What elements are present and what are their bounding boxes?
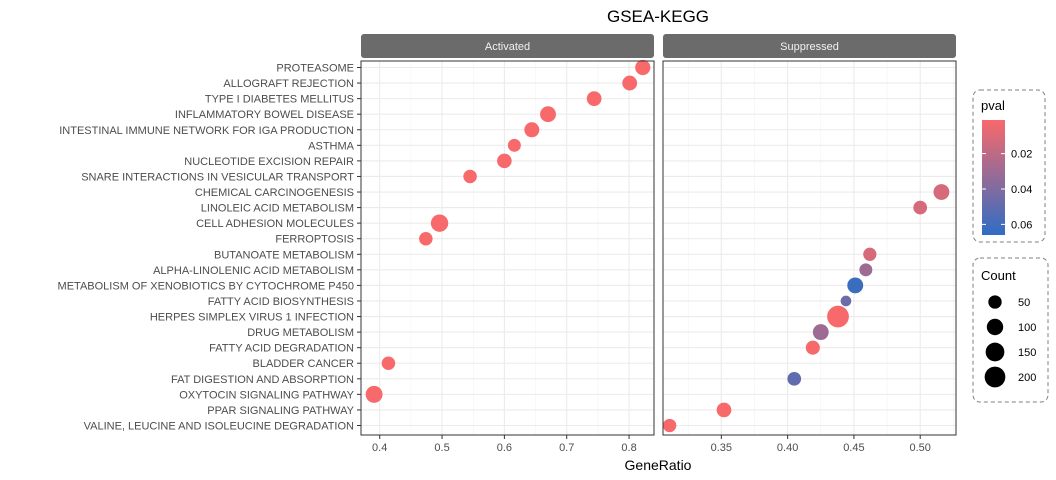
strip-suppressed: [663, 34, 956, 58]
category-label: BUTANOATE METABOLISM: [214, 249, 354, 261]
x-tick-label: 0.6: [497, 442, 512, 454]
count-legend-title: Count: [981, 268, 1016, 283]
pval-legend: pval 0.02 0.04 0.06: [972, 89, 1046, 243]
category-label: PPAR SIGNALING PATHWAY: [207, 405, 354, 417]
x-axis-label: GeneRatio: [625, 457, 692, 473]
strip-activated: [361, 34, 654, 58]
pval-legend-title: pval: [981, 98, 1005, 113]
panel-border-activated: [360, 60, 655, 436]
point-inflammatory-bowel-disease: [540, 106, 556, 123]
category-label: TYPE I DIABETES MELLITUS: [205, 94, 354, 106]
category-label: DRUG METABOLISM: [247, 327, 354, 339]
point-oxytocin-signaling-pathway: [365, 385, 383, 403]
point-linoleic-acid-metabolism: [913, 200, 928, 215]
x-tick-label: 0.40: [777, 442, 798, 454]
point-intestinal-immune-network-for-iga-production: [524, 122, 540, 138]
category-label: VALINE, LEUCINE AND ISOLEUCINE DEGRADATI…: [84, 421, 354, 433]
point-allograft-rejection: [622, 75, 638, 91]
x-tick-label: 0.45: [843, 442, 864, 454]
count-legend-label: 100: [1018, 322, 1036, 334]
category-label: BLADDER CANCER: [253, 358, 355, 370]
point-alpha-linolenic-acid-metabolism: [859, 263, 873, 277]
point-ferroptosis: [419, 231, 433, 246]
category-label: SNARE INTERACTIONS IN VESICULAR TRANSPOR…: [81, 171, 354, 183]
strip-label-suppressed: Suppressed: [780, 41, 839, 53]
panel-background-activated: [361, 61, 654, 435]
panel-activated: Activated 0.4 0.5 0.6 0.7 0.8: [360, 34, 655, 454]
x-tick-label: 0.35: [711, 442, 732, 454]
count-legend-label: 200: [1018, 372, 1036, 384]
category-label: FATTY ACID BIOSYNTHESIS: [208, 296, 354, 308]
point-fatty-acid-degradation: [805, 340, 820, 355]
category-label: NUCLEOTIDE EXCISION REPAIR: [184, 156, 354, 168]
category-label: FATTY ACID DEGRADATION: [209, 343, 354, 355]
pval-ticks: 0.02 0.04 0.06: [982, 149, 1032, 231]
category-label: FAT DIGESTION AND ABSORPTION: [171, 374, 354, 386]
strip-label-activated: Activated: [485, 41, 530, 53]
panel-border-suppressed: [662, 60, 957, 436]
point-proteasome: [635, 59, 651, 76]
category-label: ASTHMA: [308, 140, 355, 152]
point-asthma: [507, 138, 521, 152]
count-legend-dot: [986, 318, 1004, 336]
count-legend: Count 50 100 150 200: [972, 257, 1049, 403]
point-metabolism-of-xenobiotics-by-cytochrome-p450: [847, 277, 864, 294]
panel-suppressed: Suppressed 0.35 0.40 0.45 0.50: [662, 34, 957, 454]
count-legend-box: [972, 257, 1049, 403]
category-labels: PROTEASOME ALLOGRAFT REJECTION TYPE I DIAB…: [58, 63, 361, 433]
category-label: INTESTINAL IMMUNE NETWORK FOR IGA PRODUC…: [59, 125, 354, 137]
count-legend-label: 50: [1018, 297, 1030, 309]
category-label: PROTEASOME: [276, 63, 354, 75]
category-label: FERROPTOSIS: [275, 234, 354, 246]
category-label: METABOLISM OF XENOBIOTICS BY CYTOCHROME …: [58, 280, 354, 292]
category-label: LINOLEIC ACID METABOLISM: [201, 203, 354, 215]
x-tick-label: 0.8: [621, 442, 636, 454]
category-label: CELL ADHESION MOLECULES: [196, 218, 354, 230]
point-nucleotide-excision-repair: [497, 153, 512, 169]
point-herpes-simplex-virus-1-infection: [827, 305, 849, 328]
count-legend-dot: [984, 366, 1006, 388]
chart-title: GSEA-KEGG: [607, 7, 709, 26]
count-legend-dot: [988, 295, 1002, 309]
x-tick-label: 0.4: [372, 442, 387, 454]
category-label: ALLOGRAFT REJECTION: [223, 78, 354, 90]
point-bladder-cancer: [381, 356, 396, 370]
category-label: INFLAMMATORY BOWEL DISEASE: [175, 109, 354, 121]
point-drug-metabolism: [812, 324, 829, 341]
count-legend-label: 150: [1018, 347, 1036, 359]
pval-tick-label: 0.06: [1011, 219, 1032, 231]
point-valine-leucine-and-isoleucine-degradation: [662, 418, 677, 433]
count-items: 50 100 150 200: [984, 295, 1036, 388]
point-cell-adhesion-molecules: [430, 214, 449, 232]
pval-tick-label: 0.02: [1011, 149, 1032, 161]
category-label: HERPES SIMPLEX VIRUS 1 INFECTION: [150, 312, 354, 324]
pval-colorbar: [982, 120, 1005, 235]
category-label: CHEMICAL CARCINOGENESIS: [195, 187, 354, 199]
point-butanoate-metabolism: [863, 247, 877, 261]
panel-background-suppressed: [663, 61, 956, 435]
point-fatty-acid-biosynthesis: [840, 295, 852, 307]
category-label: OXYTOCIN SIGNALING PATHWAY: [179, 389, 354, 401]
point-chemical-carcinogenesis: [933, 184, 950, 200]
category-label: ALPHA-LINOLENIC ACID METABOLISM: [153, 265, 354, 277]
pval-tick-label: 0.04: [1011, 184, 1032, 196]
x-tick-label: 0.50: [909, 442, 930, 454]
pval-legend-box: [972, 89, 1046, 243]
point-fat-digestion-and-absorption: [787, 371, 802, 386]
panels-layer: Activated 0.4 0.5 0.6 0.7 0.8 Suppressed 0.35 0.…: [360, 34, 957, 454]
x-tick-label: 0.7: [559, 442, 574, 454]
point-snare-interactions-in-vesicular-transport: [463, 169, 477, 184]
point-type-i-diabetes-mellitus: [586, 91, 602, 106]
x-tick-label: 0.5: [434, 442, 449, 454]
point-ppar-signaling-pathway: [716, 402, 732, 418]
count-legend-dot: [985, 342, 1005, 362]
